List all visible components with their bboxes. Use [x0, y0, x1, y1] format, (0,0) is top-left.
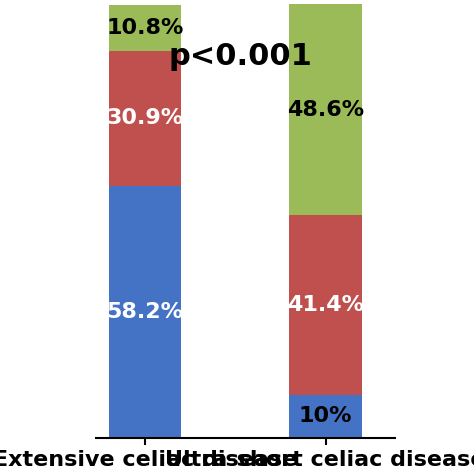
Bar [290, 4, 362, 215]
Text: 30.9%: 30.9% [107, 109, 184, 128]
Bar [290, 215, 362, 395]
Text: 48.6%: 48.6% [287, 100, 364, 119]
Text: 41.4%: 41.4% [287, 295, 364, 315]
Bar [109, 52, 181, 185]
Bar [290, 395, 362, 438]
Text: 58.2%: 58.2% [107, 302, 183, 322]
Bar [109, 5, 181, 52]
Text: p<0.001: p<0.001 [169, 42, 312, 71]
Text: 10%: 10% [299, 406, 352, 426]
Bar [109, 185, 181, 438]
Text: 10.8%: 10.8% [107, 18, 184, 38]
